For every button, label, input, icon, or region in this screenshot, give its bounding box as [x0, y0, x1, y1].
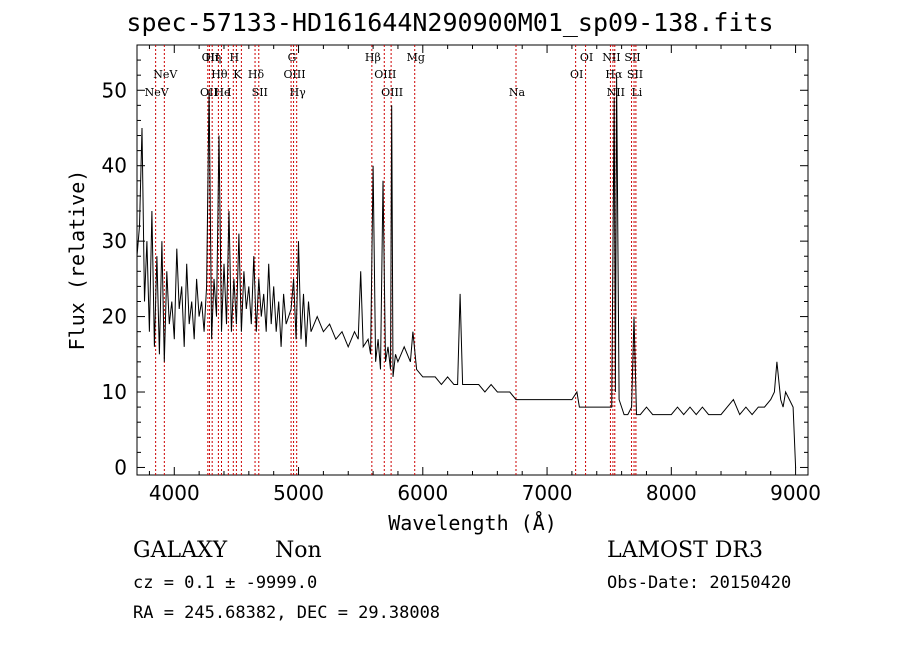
line-label-23: NII	[602, 51, 620, 64]
line-label-4: Hη	[205, 51, 221, 64]
coordinates: RA = 245.68382, DEC = 29.38008	[133, 603, 441, 623]
line-label-19: Mg	[407, 51, 425, 64]
line-label-25: NII	[607, 86, 625, 99]
line-label-14: OIII	[284, 68, 306, 81]
plot-frame	[136, 44, 809, 476]
line-label-20: Na	[509, 86, 526, 99]
line-label-27: SII	[627, 68, 643, 81]
x-tick-label-1: 5000	[273, 481, 324, 505]
line-label-5: Hθ	[211, 68, 228, 81]
axes: 4000 5000 6000 7000 8000 9000 0 10 20 30 40 50 Wavel…	[65, 45, 821, 535]
plot-border	[136, 44, 809, 476]
line-label-9: K	[233, 68, 242, 81]
line-label-28: Li	[631, 86, 642, 99]
object-class: GALAXY	[133, 538, 228, 563]
line-label-12: SII	[252, 86, 268, 99]
y-tick-label-4: 40	[102, 154, 127, 178]
line-label-1: NeV	[153, 68, 178, 81]
y-tick-label-0: 0	[114, 455, 127, 479]
line-label-21: OI	[570, 68, 583, 81]
y-axis-label: Flux (relative)	[65, 170, 89, 351]
y-tick-label-3: 30	[102, 229, 127, 253]
line-label-6: He	[214, 86, 230, 99]
y-tick-label-2: 20	[102, 305, 127, 329]
line-label-16: Hβ	[365, 51, 381, 64]
line-label-22: OI	[580, 51, 593, 64]
x-tick-label-0: 4000	[149, 481, 200, 505]
chart-title: spec-57133-HD161644N290900M01_sp09-138.f…	[126, 8, 774, 37]
line-label-24: Hα	[605, 68, 623, 81]
x-tick-label-2: 6000	[397, 481, 448, 505]
line-label-8: H	[230, 51, 240, 64]
line-label-3: OII	[202, 51, 220, 64]
x-axis-label: Wavelength (Å)	[388, 511, 557, 535]
x-tick-label-3: 7000	[522, 481, 573, 505]
line-label-7: I	[227, 86, 231, 99]
x-tick-label-5: 9000	[770, 481, 821, 505]
line-label-17: OIII	[374, 68, 396, 81]
object-subclass: Non	[275, 538, 322, 563]
line-label-11: Hδ	[248, 68, 265, 81]
spectrum-line	[136, 75, 797, 468]
obs-date: Obs-Date: 20150420	[607, 573, 792, 593]
line-label-15: Hγ	[290, 86, 307, 99]
y-tick-label-5: 50	[102, 78, 127, 102]
line-label-26: SII	[624, 51, 640, 64]
line-label-13: G	[288, 51, 297, 64]
spectrum-series	[136, 75, 797, 468]
line-label-0: NeV	[145, 86, 170, 99]
y-tick-label-1: 10	[102, 380, 127, 404]
redshift-readout: cz = 0.1 ± -9999.0	[133, 573, 318, 593]
line-label-18: OIII	[381, 86, 403, 99]
x-tick-label-4: 8000	[646, 481, 697, 505]
survey-name: LAMOST DR3	[607, 538, 763, 563]
